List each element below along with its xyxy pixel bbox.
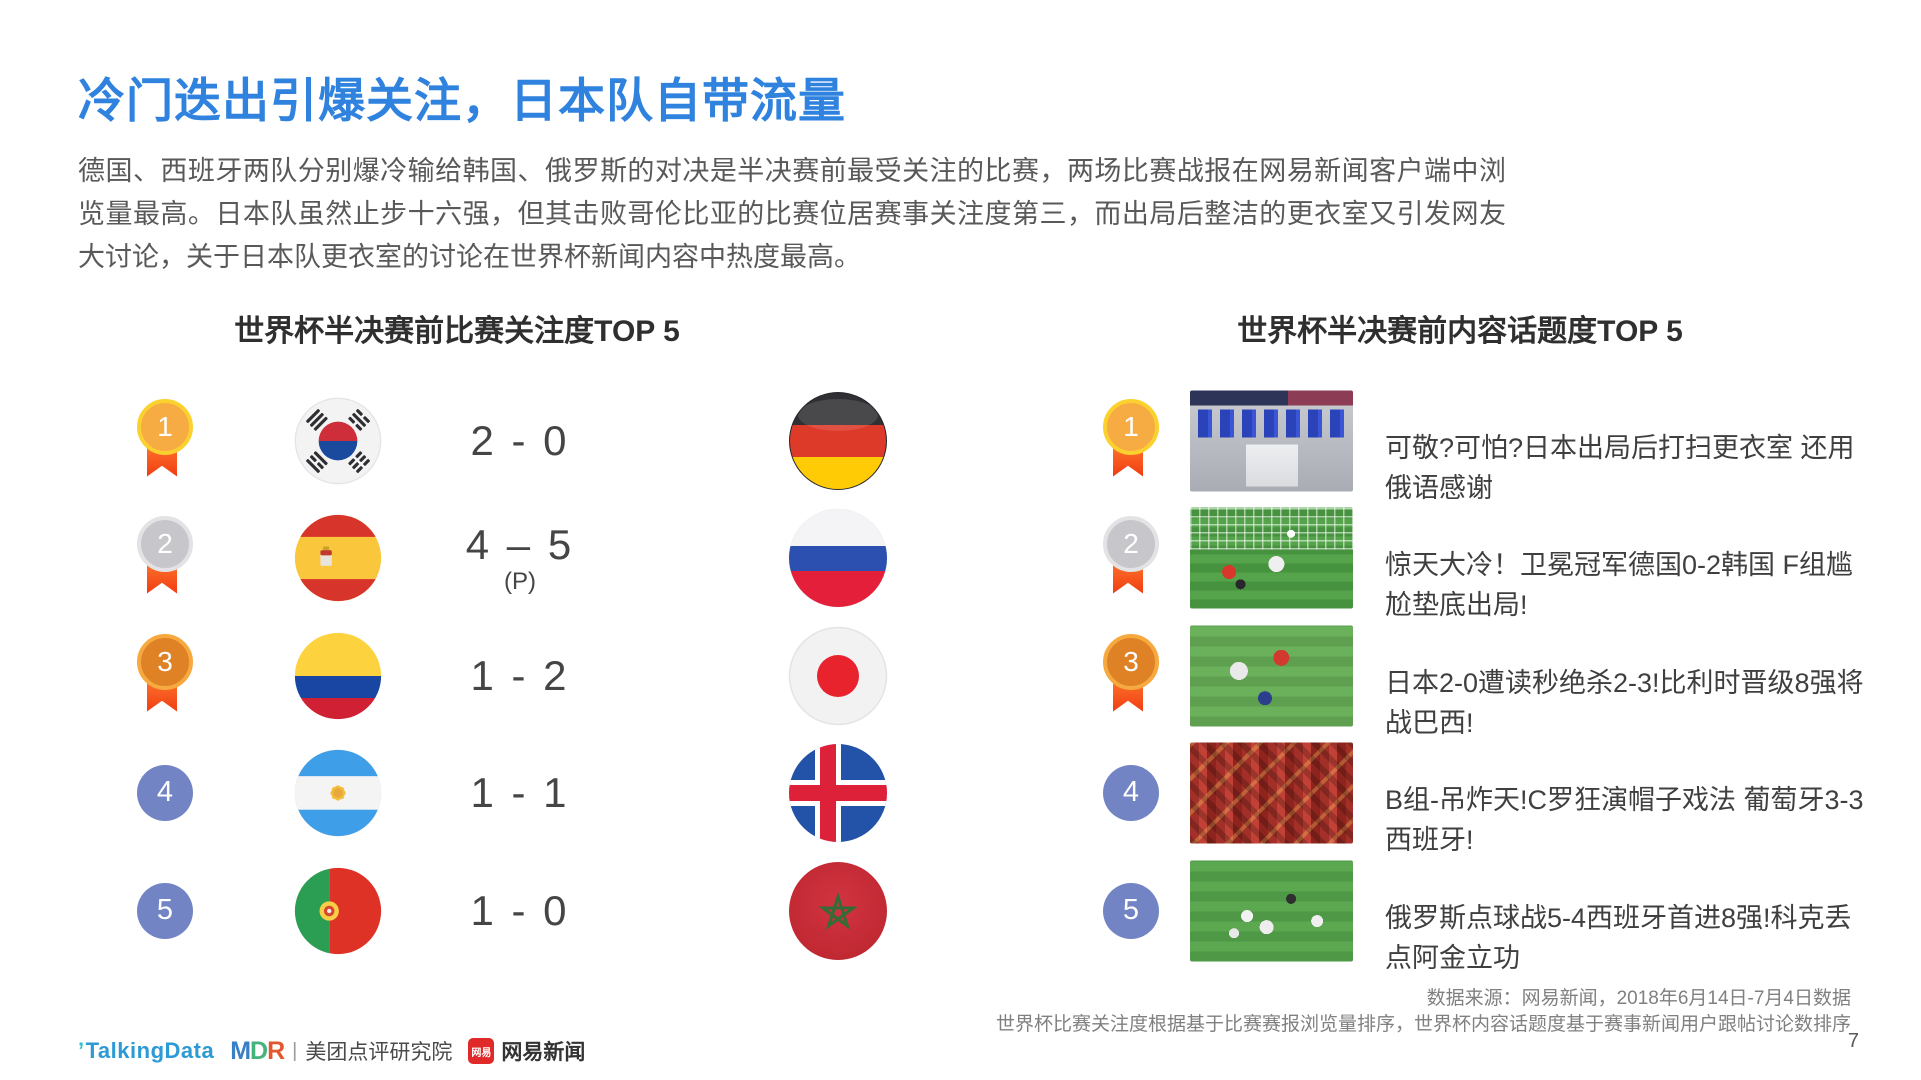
source-line-1: 数据来源：网易新闻，2018年6月14日-7月4日数据 [1426,988,1851,1009]
flag-portugal-icon [294,867,382,955]
flag-spain-icon [294,514,382,602]
topic-row: 4 B组-吊炸天!C罗狂演帽子戏法 葡萄牙3-3西班牙! [0,734,1921,855]
flag-iceland-icon [788,743,888,843]
flag-colombia-icon [294,632,382,720]
flag-russia-icon [788,508,888,608]
logo-divider: | [292,1039,298,1062]
flag-morocco-icon [788,861,888,961]
rank-badge: 5 [137,882,193,939]
bronze-medal-icon: 3 [1103,633,1159,718]
match-row: 1 2 - 0 [0,382,1921,499]
silver-medal-icon: 2 [137,515,193,600]
topic-headline: 俄罗斯点球战5-4西班牙首进8强!科克丢点阿金立功 [1385,902,1852,973]
gold-medal-icon: 1 [137,398,193,483]
topic-headline: B组-吊炸天!C罗狂演帽子戏法 葡萄牙3-3西班牙! [1385,784,1864,855]
bronze-medal-icon: 3 [137,633,193,718]
intro-paragraph: 德国、西班牙两队分别爆冷输给韩国、俄罗斯的对决是半决赛前最受关注的比赛，两场比赛… [78,156,1506,272]
match-score: 1 - 1 [470,768,570,816]
match-row: 4 1 - 1 [0,734,1921,851]
topic-ranking-title: 世界杯半决赛前内容话题度TOP 5 [1237,315,1683,348]
silver-medal-icon: 2 [1103,515,1159,600]
footer-logos: TalkingData MDR | 美团点评研究院 网易 网易新闻 [78,1036,586,1066]
data-source-note: 数据来源：网易新闻，2018年6月14日-7月4日数据 世界杯比赛关注度根据基于… [996,986,1851,1038]
page-title: 冷门迭出引爆关注，日本队自带流量 [78,74,846,127]
netease-news-logo: 网易 网易新闻 [468,1036,585,1066]
mdr-meituan-logo: MDR | 美团点评研究院 [230,1036,452,1066]
topic-row: 1 可敬?可怕?日本出局后打扫更衣室 还用俄语感谢 [0,382,1921,503]
topic-row: 3 日本2-0遭读秒绝杀2-3!比利时晋级8强将战巴西! [0,617,1921,738]
match-row: 3 1 - 2 [0,617,1921,734]
mdr-letters: MDR [230,1036,285,1065]
mdr-name: 美团点评研究院 [305,1041,453,1064]
rank-badge: 4 [1103,764,1159,821]
thumbnail-spain-fans [1190,742,1353,843]
source-line-2: 世界杯比赛关注度根据基于比赛赛报浏览量排序，世界杯内容话题度基于赛事新闻用户跟帖… [995,1014,1851,1035]
talkingdata-logo: TalkingData [78,1038,214,1064]
match-score: 1 - 2 [470,651,570,699]
thumbnail-russia-celebration [1190,860,1353,961]
match-score: 2 - 0 [470,416,570,464]
thumbnail-germany-korea-match [1190,507,1353,608]
gold-medal-icon: 1 [1103,398,1159,483]
rank-badge: 5 [1103,882,1159,939]
topic-headline: 惊天大冷！卫冕冠军德国0-2韩国 F组尴尬垫底出局! [1385,549,1854,620]
thumbnail-locker-room [1190,390,1353,491]
netease-badge-icon: 网易 [468,1038,495,1064]
flag-germany-icon [788,391,888,491]
match-score: 4 – 5 (P) [465,520,575,595]
flag-japan-icon [788,626,888,726]
topic-row: 5 俄罗斯点球战5-4西班牙首进8强!科克丢点阿金立功 [0,852,1921,973]
flag-argentina-icon [294,749,382,837]
page-number: 7 [1847,1030,1859,1052]
topic-headline: 日本2-0遭读秒绝杀2-3!比利时晋级8强将战巴西! [1385,667,1864,738]
flag-south-korea-icon [294,397,382,485]
match-row: 2 4 – 5 (P) [0,499,1921,616]
topic-row: 2 惊天大冷！卫冕冠军德国0-2韩国 F组尴尬垫底出局! [0,499,1921,620]
match-score: 1 - 0 [470,886,570,934]
match-row: 5 1 - 0 [0,852,1921,969]
rank-badge: 4 [137,764,193,821]
topic-headline: 可敬?可怕?日本出局后打扫更衣室 还用俄语感谢 [1385,432,1855,503]
netease-name: 网易新闻 [501,1041,586,1064]
thumbnail-japan-belgium-match [1190,625,1353,726]
match-ranking-title: 世界杯半决赛前比赛关注度TOP 5 [234,315,680,348]
